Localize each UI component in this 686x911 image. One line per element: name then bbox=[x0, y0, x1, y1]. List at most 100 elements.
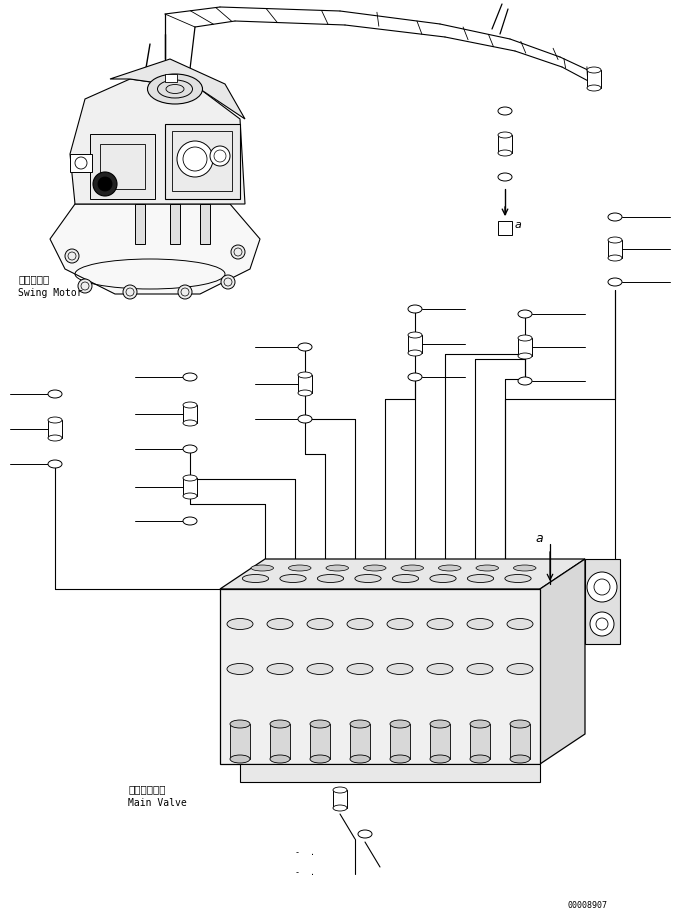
Bar bbox=[430, 724, 450, 759]
Text: -  .: - . bbox=[295, 847, 315, 856]
Ellipse shape bbox=[230, 721, 250, 728]
Ellipse shape bbox=[408, 306, 422, 313]
Ellipse shape bbox=[289, 566, 311, 571]
Circle shape bbox=[93, 173, 117, 197]
Bar bbox=[90, 135, 155, 200]
Ellipse shape bbox=[298, 373, 312, 379]
Bar bbox=[587, 71, 601, 89]
Polygon shape bbox=[110, 60, 245, 120]
Ellipse shape bbox=[183, 421, 197, 426]
Ellipse shape bbox=[358, 830, 372, 838]
Ellipse shape bbox=[608, 256, 622, 261]
Circle shape bbox=[590, 612, 614, 636]
Circle shape bbox=[178, 286, 192, 300]
Ellipse shape bbox=[227, 619, 253, 630]
Bar bbox=[220, 589, 540, 764]
Ellipse shape bbox=[307, 664, 333, 675]
Ellipse shape bbox=[514, 566, 536, 571]
Ellipse shape bbox=[498, 151, 512, 157]
Bar bbox=[70, 155, 92, 173]
Bar bbox=[165, 125, 240, 200]
Ellipse shape bbox=[350, 721, 370, 728]
Bar bbox=[510, 724, 530, 759]
Ellipse shape bbox=[518, 377, 532, 385]
Ellipse shape bbox=[430, 755, 450, 763]
Ellipse shape bbox=[298, 415, 312, 424]
Bar bbox=[518, 339, 532, 356]
Ellipse shape bbox=[587, 68, 601, 74]
Ellipse shape bbox=[392, 575, 418, 583]
Ellipse shape bbox=[350, 755, 370, 763]
Circle shape bbox=[231, 246, 245, 260]
Ellipse shape bbox=[227, 664, 253, 675]
Ellipse shape bbox=[242, 575, 269, 583]
Ellipse shape bbox=[387, 619, 413, 630]
Ellipse shape bbox=[183, 403, 197, 408]
Ellipse shape bbox=[390, 721, 410, 728]
Bar bbox=[240, 764, 540, 783]
Ellipse shape bbox=[470, 721, 490, 728]
Circle shape bbox=[65, 250, 79, 263]
Ellipse shape bbox=[438, 566, 461, 571]
Ellipse shape bbox=[390, 755, 410, 763]
Ellipse shape bbox=[498, 174, 512, 182]
Ellipse shape bbox=[298, 343, 312, 352]
Ellipse shape bbox=[467, 575, 494, 583]
Ellipse shape bbox=[48, 391, 62, 399]
Ellipse shape bbox=[518, 353, 532, 360]
Ellipse shape bbox=[318, 575, 344, 583]
Ellipse shape bbox=[347, 664, 373, 675]
Ellipse shape bbox=[387, 664, 413, 675]
Bar bbox=[183, 478, 197, 496]
Ellipse shape bbox=[467, 619, 493, 630]
Ellipse shape bbox=[518, 311, 532, 319]
Bar bbox=[170, 205, 180, 245]
Polygon shape bbox=[540, 559, 585, 764]
Ellipse shape bbox=[507, 619, 533, 630]
Bar bbox=[100, 145, 145, 189]
Ellipse shape bbox=[401, 566, 423, 571]
Bar bbox=[200, 205, 210, 245]
Bar bbox=[470, 724, 490, 759]
Ellipse shape bbox=[498, 107, 512, 116]
Ellipse shape bbox=[430, 721, 450, 728]
Text: -  .: - . bbox=[295, 867, 315, 876]
Circle shape bbox=[210, 147, 230, 167]
Ellipse shape bbox=[147, 75, 202, 105]
Circle shape bbox=[221, 276, 235, 290]
Bar bbox=[270, 724, 290, 759]
Bar bbox=[608, 241, 622, 259]
Ellipse shape bbox=[408, 333, 422, 339]
Ellipse shape bbox=[183, 517, 197, 526]
Bar bbox=[230, 724, 250, 759]
Circle shape bbox=[177, 142, 213, 178]
Text: 旋回モータ: 旋回モータ bbox=[18, 273, 49, 283]
Text: メインバルブ: メインバルブ bbox=[128, 783, 165, 793]
Ellipse shape bbox=[408, 351, 422, 356]
Ellipse shape bbox=[510, 721, 530, 728]
Text: 00008907: 00008907 bbox=[568, 900, 608, 909]
Bar bbox=[390, 724, 410, 759]
Ellipse shape bbox=[298, 391, 312, 396]
Ellipse shape bbox=[408, 374, 422, 382]
Bar bbox=[310, 724, 330, 759]
Ellipse shape bbox=[505, 575, 531, 583]
Circle shape bbox=[123, 286, 137, 300]
Bar bbox=[498, 136, 512, 154]
Ellipse shape bbox=[267, 664, 293, 675]
Ellipse shape bbox=[430, 575, 456, 583]
Bar bbox=[333, 790, 347, 808]
Ellipse shape bbox=[48, 417, 62, 424]
Ellipse shape bbox=[48, 460, 62, 468]
Bar bbox=[298, 375, 312, 394]
Ellipse shape bbox=[310, 755, 330, 763]
Text: a: a bbox=[515, 220, 522, 230]
Ellipse shape bbox=[470, 755, 490, 763]
Text: a: a bbox=[535, 531, 543, 545]
Ellipse shape bbox=[427, 664, 453, 675]
Ellipse shape bbox=[587, 86, 601, 92]
Circle shape bbox=[78, 280, 92, 293]
Bar bbox=[498, 221, 512, 236]
Ellipse shape bbox=[183, 445, 197, 454]
Ellipse shape bbox=[608, 214, 622, 221]
